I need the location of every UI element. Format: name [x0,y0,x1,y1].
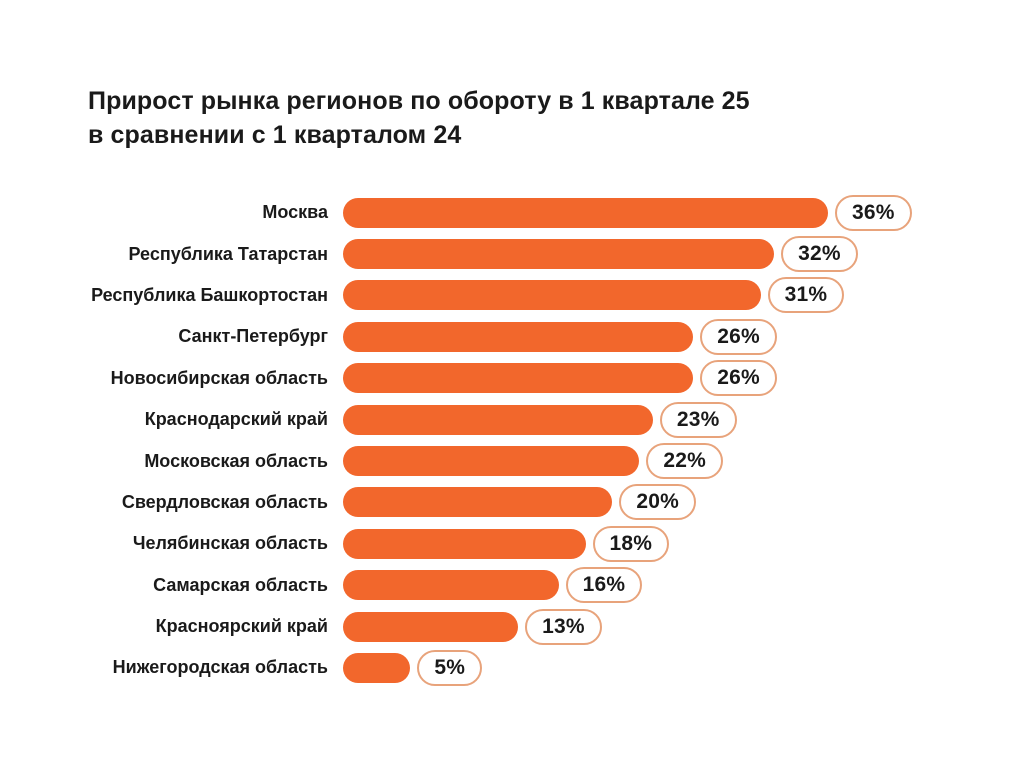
bar-track: 23% [343,399,1024,440]
bar-track: 5% [343,647,1024,688]
value-badge-text: 20% [636,490,680,514]
value-badge: 36% [835,194,912,231]
bar [343,239,775,270]
category-label: Краснодарский край [144,409,328,430]
category-label: Санкт-Петербург [178,326,328,347]
chart-row: Республика Башкортостан 31% [0,275,1024,316]
value-badge-text: 18% [609,531,653,555]
value-badge: 13% [525,608,602,645]
value-badge-text: 13% [542,614,585,638]
chart-row: Москва 36% [0,192,1024,233]
bar-track: 26% [343,316,1024,357]
category-label: Республика Татарстан [128,243,328,264]
bar-track: 32% [343,233,1024,274]
value-badge-text: 32% [798,242,841,266]
chart-row: Нижегородская область 5% [0,647,1024,688]
bar [343,280,761,311]
bar [343,611,519,642]
bar-track: 22% [343,440,1024,481]
category-label: Самарская область [153,574,328,595]
value-badge-text: 26% [717,366,760,390]
category-label: Красноярский край [155,616,328,637]
value-badge-text: 31% [784,283,828,307]
value-badge: 26% [700,318,777,355]
bar [343,528,586,559]
value-badge-text: 16% [582,573,626,597]
category-label: Москва [262,202,328,223]
bar [343,652,411,683]
chart-row: Краснодарский край 23% [0,399,1024,440]
chart-row: Самарская область 16% [0,565,1024,606]
bar [343,446,640,477]
chart-row: Московская область 22% [0,440,1024,481]
chart-row: Красноярский край 13% [0,606,1024,647]
bar [343,570,559,601]
category-label: Новосибирская область [110,367,328,388]
bar-track: 16% [343,565,1024,606]
bar-track: 31% [343,275,1024,316]
chart-row: Республика Татарстан 32% [0,233,1024,274]
value-badge: 32% [781,236,858,273]
bar-track: 13% [343,606,1024,647]
category-label: Нижегородская область [112,657,328,678]
value-badge: 31% [767,277,845,314]
chart-row: Челябинская область 18% [0,523,1024,564]
value-badge-text: 23% [676,407,720,431]
bar [343,321,694,352]
value-badge-text: 36% [852,200,895,224]
value-badge: 20% [619,484,697,521]
category-label: Республика Башкортостан [91,284,328,305]
value-badge: 16% [565,567,643,604]
chart-title-line-2: в сравнении с 1 кварталом 24 [88,121,462,149]
value-badge-text: 5% [434,655,466,679]
bar-track: 36% [343,192,1024,233]
category-label: Челябинская область [132,533,328,554]
category-label: Свердловская область [121,491,328,512]
chart-title-line-1: Прирост рынка регионов по обороту в 1 кв… [88,87,750,115]
bar-track: 26% [343,358,1024,399]
bar [343,404,653,435]
value-badge: 26% [700,360,777,397]
bar-track: 20% [343,482,1024,523]
bar-track: 18% [343,523,1024,564]
chart-row: Санкт-Петербург 26% [0,316,1024,357]
chart-title: Прирост рынка регионов по обороту в 1 кв… [88,84,848,152]
value-badge: 5% [417,649,483,686]
category-label: Московская область [144,450,328,471]
bar [343,487,613,518]
value-badge-text: 22% [663,449,707,473]
chart-rows: Москва 36% Республика Татарстан 32% Респ… [0,192,1024,689]
value-badge: 22% [646,443,724,480]
chart-row: Свердловская область 20% [0,482,1024,523]
value-badge: 18% [592,525,670,562]
bar [343,363,694,394]
value-badge: 23% [659,401,737,438]
chart-row: Новосибирская область 26% [0,358,1024,399]
value-badge-text: 26% [717,324,760,348]
bar [343,197,828,228]
